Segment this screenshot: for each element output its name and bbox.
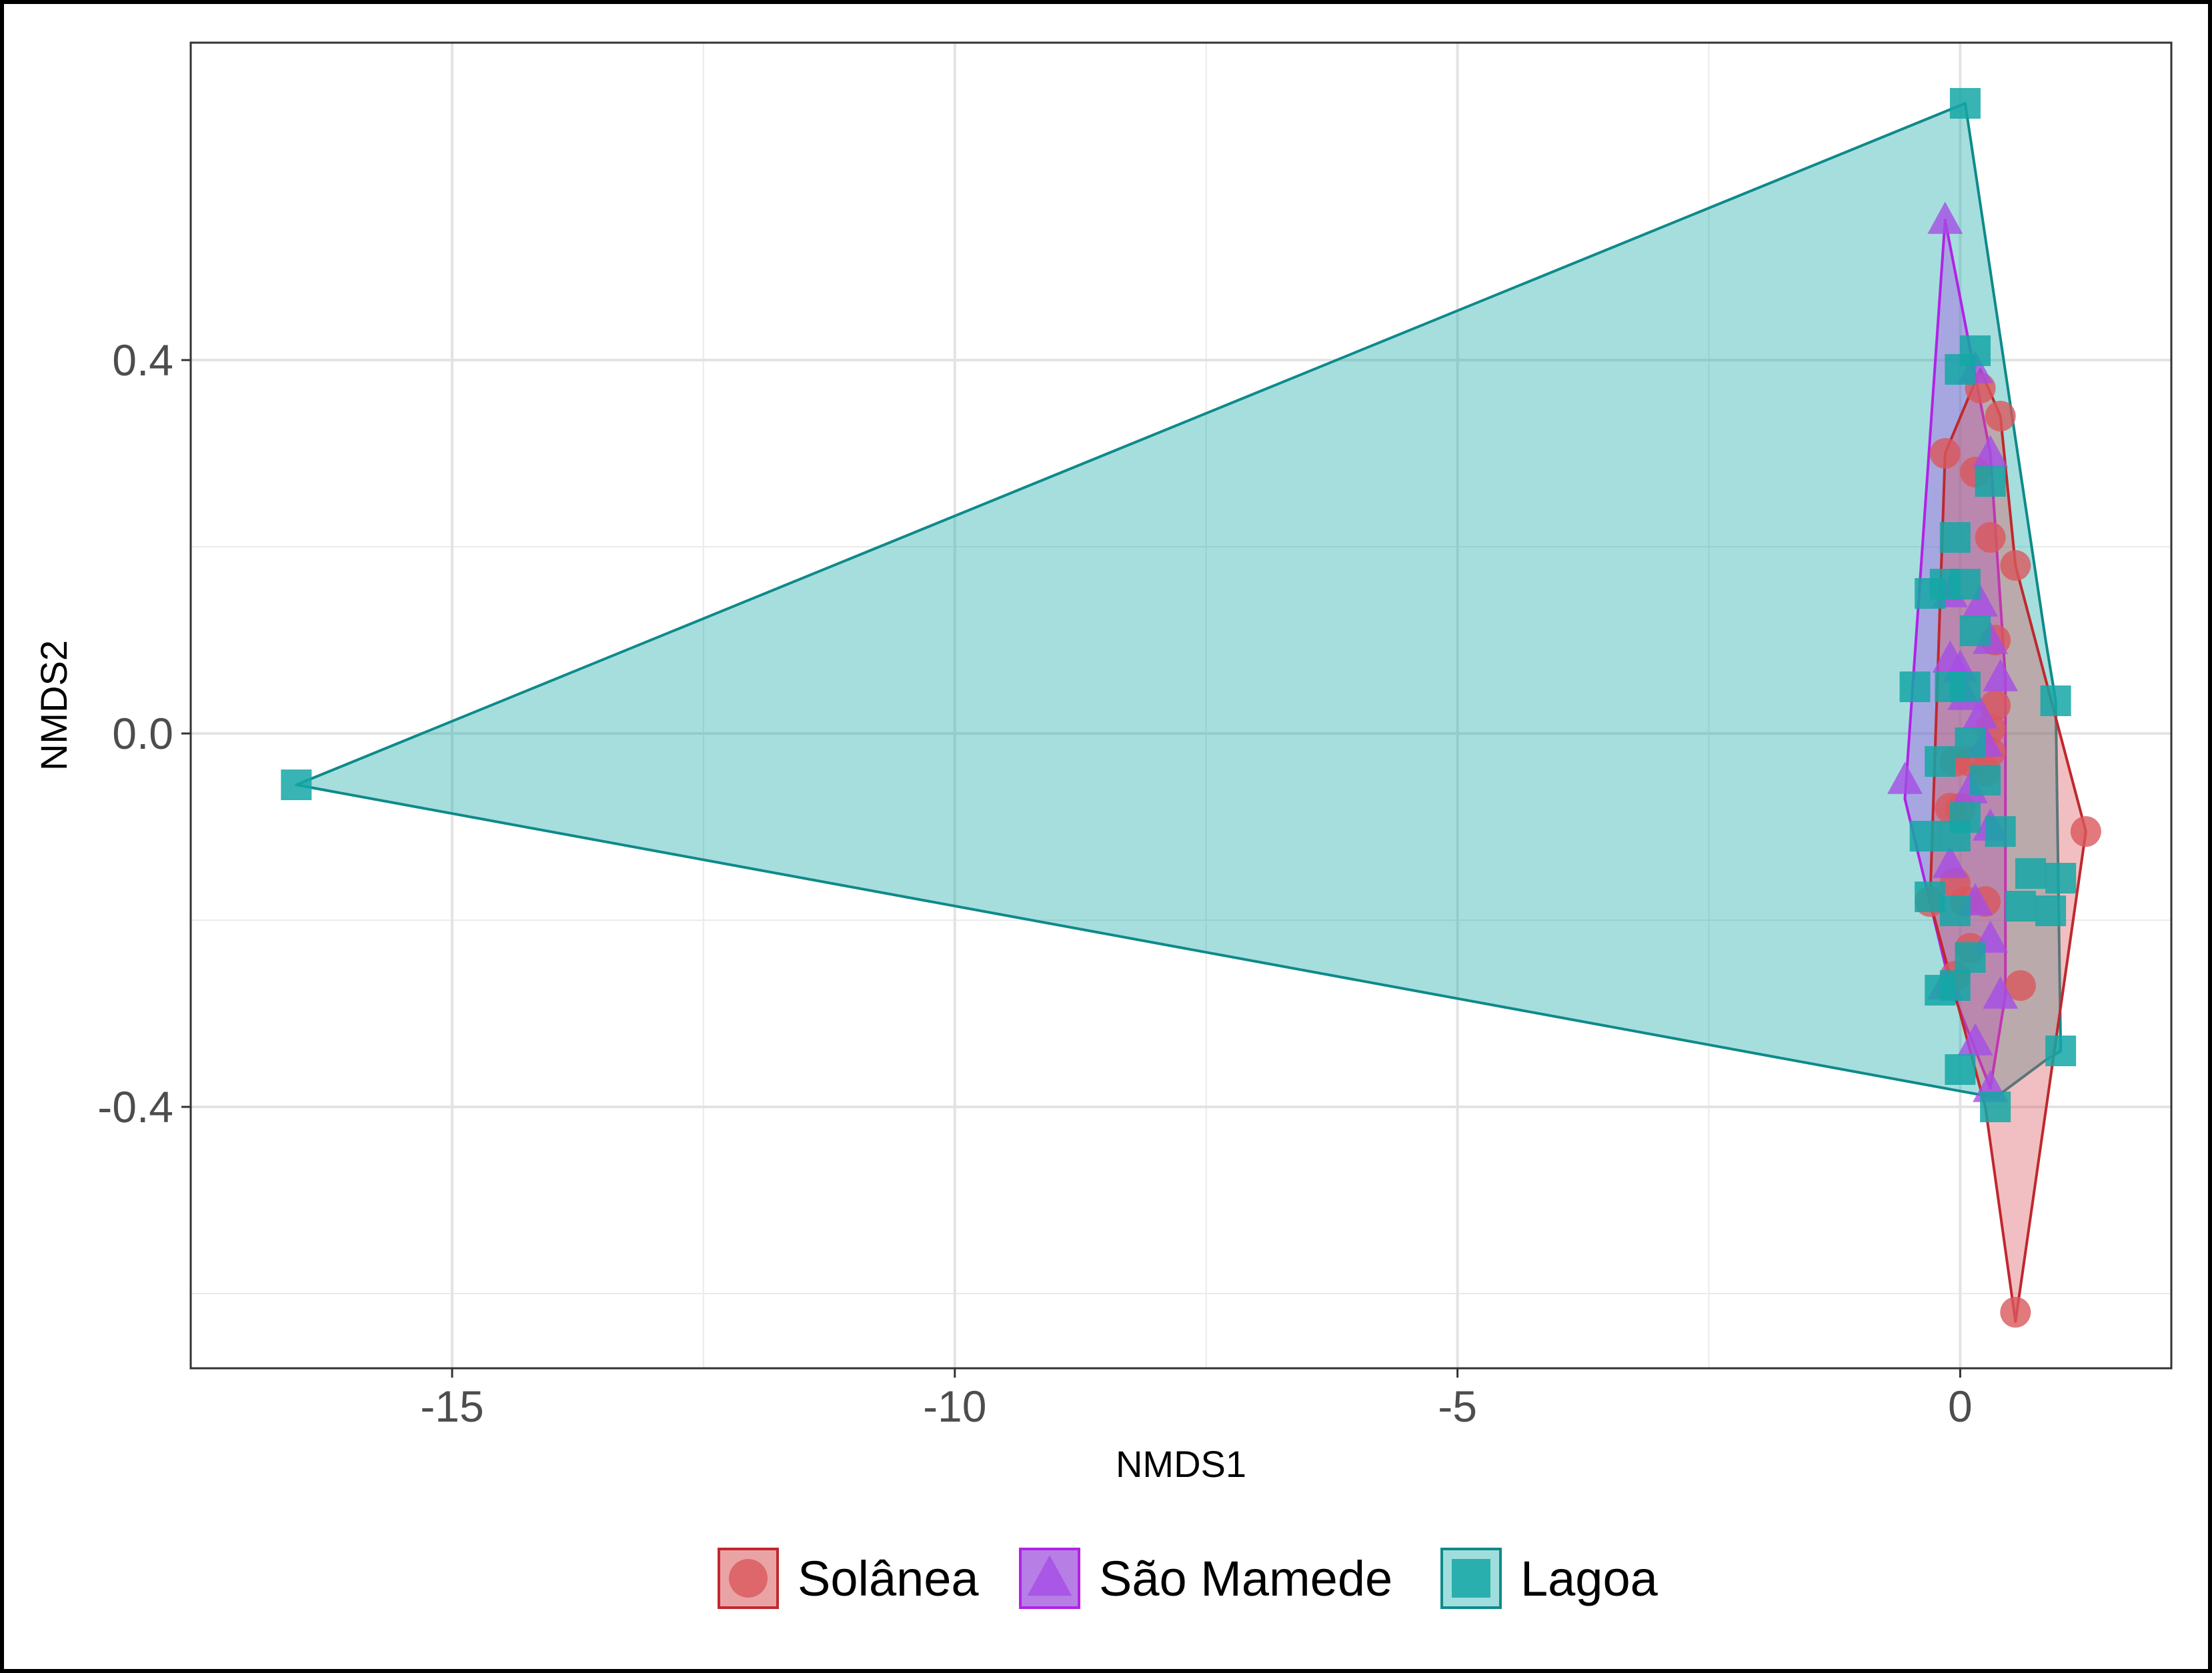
point-s-o-mamede [1983, 976, 2019, 1009]
point-lagoa [2015, 858, 2046, 889]
y-axis-title: NMDS2 [33, 640, 75, 771]
legend-marker-lagoa [1452, 1559, 1490, 1598]
point-lagoa [1949, 569, 1981, 599]
point-s-o-mamede [1932, 846, 1968, 878]
legend-label-s-o-mamede: São Mamede [1099, 1551, 1392, 1606]
x-tick-label: -10 [923, 1382, 986, 1431]
legend: Solânea São Mamede Lagoa [718, 1548, 1658, 1609]
point-lagoa [1955, 727, 1986, 758]
point-sol-nea [2070, 816, 2101, 847]
point-lagoa [2035, 896, 2067, 926]
x-tick-label: -5 [1438, 1382, 1477, 1431]
point-lagoa [1925, 746, 1956, 777]
point-s-o-mamede [1963, 584, 1999, 617]
legend-label-lagoa: Lagoa [1520, 1551, 1658, 1606]
point-sol-nea [2000, 550, 2031, 581]
point-lagoa [1945, 354, 1976, 385]
point-s-o-mamede [1973, 435, 2009, 467]
point-s-o-mamede [1887, 761, 1923, 794]
point-sol-nea [1929, 438, 1961, 469]
point-s-o-mamede [1927, 201, 1963, 234]
point-lagoa [2040, 685, 2071, 716]
x-axis-ticks: -15 -10 -5 0 [420, 1368, 1973, 1431]
point-sol-nea [1985, 401, 2016, 431]
point-s-o-mamede [1963, 696, 1999, 729]
point-lagoa [2005, 891, 2036, 922]
point-lagoa [1975, 466, 2006, 497]
point-lagoa [2045, 863, 2077, 894]
grid-minor [191, 43, 2171, 1368]
x-tick-label: -15 [420, 1382, 483, 1431]
point-lagoa [1960, 615, 1991, 646]
x-axis-title: NMDS1 [1116, 1443, 1246, 1485]
legend-key-sol-nea [718, 1548, 779, 1609]
point-lagoa [1945, 1054, 1976, 1085]
y-tick-label: -0.4 [97, 1082, 173, 1132]
point-lagoa [1915, 578, 1946, 609]
point-lagoa [1949, 671, 1981, 702]
legend-marker-sol-nea [729, 1559, 768, 1598]
y-tick-label: 0.4 [112, 335, 173, 385]
point-s-o-mamede [1957, 1023, 1993, 1056]
point-lagoa [281, 769, 312, 800]
hull-lagoa [295, 102, 2063, 1099]
point-lagoa [1970, 765, 2001, 795]
legend-marker-s-o-mamede [1027, 1555, 1072, 1596]
legend-item-s-o-mamede: São Mamede [1019, 1548, 1392, 1609]
point-sol-nea [2005, 970, 2036, 1001]
point-lagoa [2045, 1036, 2077, 1066]
point-sol-nea [2000, 1297, 2031, 1328]
y-axis-ticks: 0.4 0.0 -0.4 [97, 335, 191, 1132]
legend-label-sol-nea: Solânea [798, 1551, 979, 1606]
x-tick-label: 0 [1948, 1382, 1973, 1431]
point-lagoa [1909, 821, 1941, 852]
point-lagoa [1949, 88, 1981, 119]
point-lagoa [1939, 522, 1971, 553]
point-lagoa [1980, 1092, 2011, 1122]
point-lagoa [1985, 816, 2016, 847]
point-sol-nea [1975, 522, 2006, 553]
point-lagoa [1939, 821, 1971, 852]
point-lagoa [1955, 942, 1986, 973]
y-tick-label: 0.0 [112, 709, 173, 758]
data-points [281, 88, 2101, 1328]
legend-item-lagoa: Lagoa [1440, 1548, 1658, 1609]
point-s-o-mamede [1983, 659, 2019, 691]
point-lagoa [1899, 671, 1931, 702]
legend-item-sol-nea: Solânea [718, 1548, 979, 1609]
hull-polygons [295, 102, 2087, 1323]
point-lagoa [1925, 975, 1956, 1006]
point-lagoa [1915, 882, 1946, 912]
panel-border [189, 41, 2173, 1370]
